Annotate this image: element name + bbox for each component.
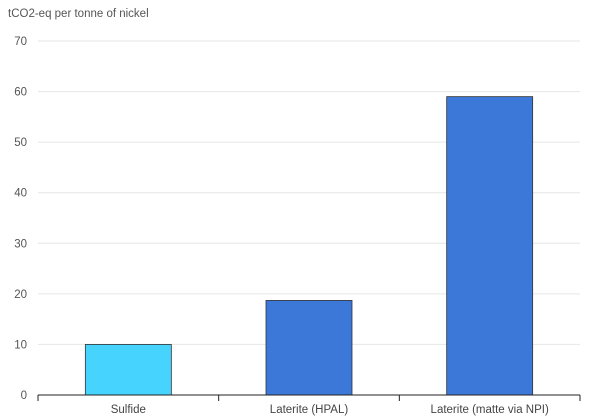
bars <box>84 96 534 396</box>
y-tick-label: 50 <box>14 137 27 149</box>
x-category-label: Laterite (matte via NPI) <box>431 404 549 416</box>
y-tick-label: 40 <box>14 188 27 200</box>
y-tick-label: 60 <box>14 87 27 99</box>
y-tick-label: 20 <box>14 289 27 301</box>
gridlines <box>38 40 580 345</box>
bar-laterite-matte-via-npi <box>446 96 534 396</box>
y-unit-label: tCO2-eq per tonne of nickel <box>8 8 149 20</box>
y-tick-label: 10 <box>14 339 27 351</box>
y-axis-ticks: 0 10 20 30 40 50 60 70 <box>14 36 27 402</box>
x-category-label: Laterite (HPAL) <box>270 404 349 416</box>
y-tick-label: 30 <box>14 238 27 250</box>
bar-sulfide <box>84 344 172 396</box>
y-tick-label: 70 <box>14 36 27 48</box>
bar-laterite-hpal <box>265 300 353 396</box>
y-tick-label: 0 <box>21 390 27 402</box>
x-axis-ticks: Sulfide Laterite (HPAL) Laterite (matte vi… <box>37 395 581 416</box>
x-category-label: Sulfide <box>111 404 146 416</box>
